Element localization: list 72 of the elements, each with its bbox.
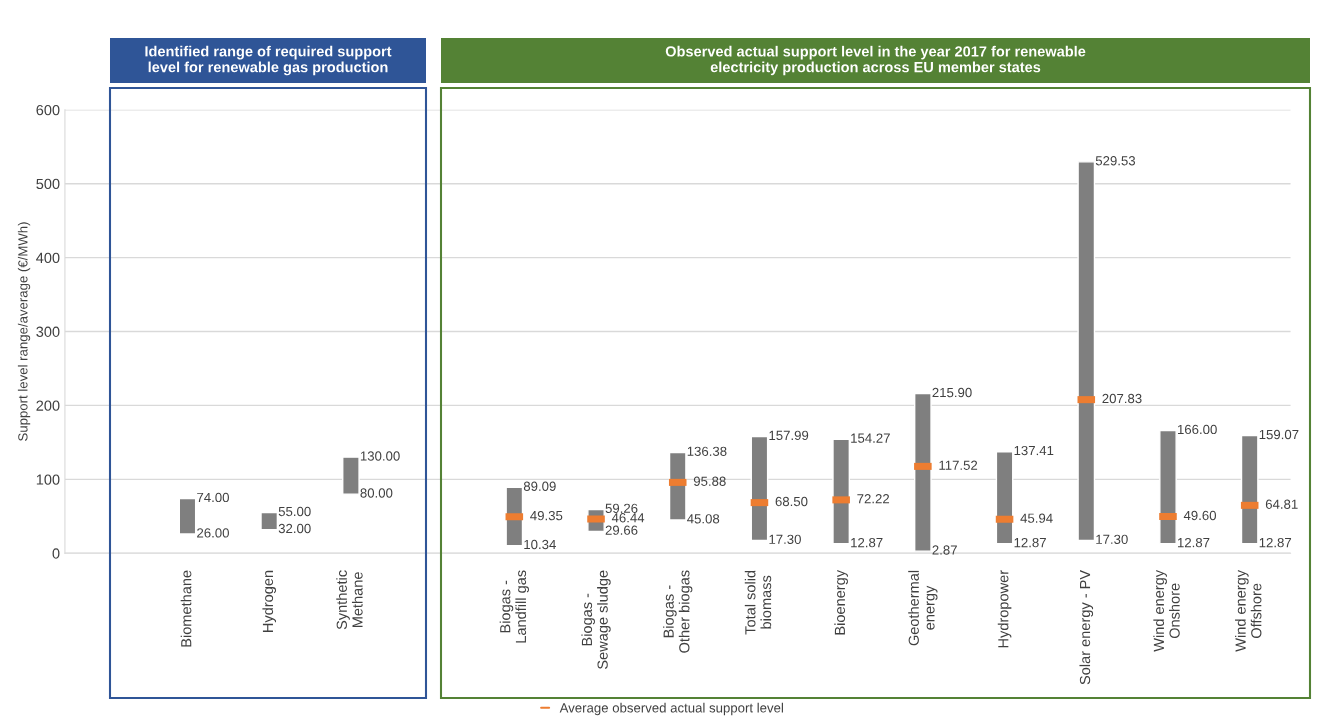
- x-tick-label: Solar energy - PV: [1079, 569, 1094, 685]
- y-tick-label: 200: [36, 400, 60, 411]
- annotation: 59.26: [605, 503, 638, 513]
- data-label: 64.81: [1265, 499, 1298, 509]
- y-tick-label: 400: [36, 252, 60, 264]
- annotation: 159.07: [1259, 429, 1299, 440]
- data-label: 72.22: [857, 494, 890, 504]
- x-tick-label: Biogas - Sewage sludge: [581, 570, 611, 669]
- data-label: 45.94: [1020, 513, 1053, 523]
- bar: [178, 497, 197, 535]
- annotation: 32.00: [278, 523, 311, 534]
- data-label: 95.88: [693, 476, 726, 486]
- y-tick-label: 600: [36, 104, 60, 116]
- x-tick-label: Biogas - Landfill gas: [499, 570, 529, 643]
- x-tick-label: Synthetic Methane: [336, 570, 363, 630]
- data-label: 46.44: [611, 513, 645, 523]
- x-tick-label: Wind energy Offshore: [1235, 569, 1262, 652]
- annotation: 12.87: [851, 537, 883, 548]
- y-tick-label: 500: [36, 178, 60, 190]
- bar: [505, 486, 524, 547]
- bar: [832, 438, 851, 545]
- x-tick-label: Hydrogen: [262, 570, 276, 632]
- x-tick-label: Wind energy Onshore: [1153, 569, 1180, 652]
- data-label: 117.52: [939, 460, 978, 470]
- x-tick-label: Geothermal energy: [908, 570, 938, 646]
- annotation: 136.38: [687, 446, 727, 456]
- annotation: 215.90: [932, 387, 972, 398]
- bar: [342, 456, 360, 495]
- x-tick-label: Bioenergy: [834, 569, 848, 635]
- annotation: 529.53: [1095, 156, 1136, 166]
- annotation: 55.00: [278, 506, 311, 517]
- x-tick-label: Hydropower: [997, 570, 1012, 648]
- annotation: 29.66: [605, 525, 638, 535]
- bar: [1159, 429, 1177, 545]
- annotation: 89.09: [523, 481, 556, 491]
- annotation: 130.00: [360, 451, 400, 461]
- bar: [668, 451, 687, 521]
- annotation: 74.00: [197, 492, 229, 503]
- data-label: 68.50: [775, 496, 808, 507]
- data-label: 207.83: [1102, 393, 1142, 404]
- legend-label: Average observed actual support level: [559, 702, 783, 716]
- annotation: 154.27: [851, 433, 890, 443]
- y-axis-title: Support level range/average (€/MWh): [17, 222, 31, 441]
- y-tick-label: 0: [52, 548, 60, 559]
- x-tick-label: Biomethane: [180, 570, 192, 647]
- y-tick-label: 300: [36, 326, 60, 337]
- annotation: 17.30: [769, 534, 801, 544]
- bar: [1240, 434, 1259, 545]
- annotation: 12.87: [1259, 537, 1292, 548]
- bar: [1077, 161, 1096, 542]
- text: Observed actual support level in the year 2017 for renewable electricity production across EU member states: [665, 45, 1086, 76]
- x-tick-label: Biogas - Other biogas: [663, 570, 693, 653]
- bar: [750, 435, 769, 542]
- annotation: 45.08: [687, 514, 720, 524]
- annotation: 26.00: [197, 528, 229, 538]
- annotation: 80.00: [360, 488, 393, 498]
- annotation: 12.87: [1014, 537, 1046, 548]
- bar: [260, 511, 279, 531]
- annotation: 17.30: [1096, 534, 1128, 544]
- annotation: 10.34: [524, 539, 556, 550]
- y-tick-label: 100: [36, 474, 60, 485]
- bar: [913, 392, 932, 552]
- annotation: 12.87: [1177, 537, 1210, 548]
- annotation: 157.99: [769, 430, 809, 441]
- text: Identified range of required support level for renewable gas production: [145, 45, 392, 76]
- x-tick-label: Total solid biomass: [744, 570, 772, 635]
- data-label: 49.35: [530, 510, 563, 521]
- data-label: 49.60: [1183, 510, 1217, 521]
- bar: [995, 450, 1014, 545]
- annotation: 2.87: [932, 545, 957, 555]
- annotation: 137.41: [1014, 445, 1054, 456]
- annotation: 166.00: [1177, 424, 1217, 435]
